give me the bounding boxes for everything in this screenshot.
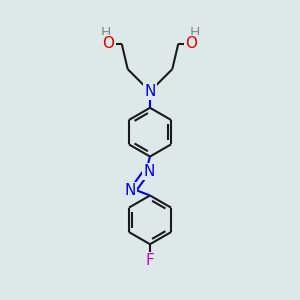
Text: N: N <box>144 84 156 99</box>
Text: H: H <box>100 26 111 40</box>
Text: O: O <box>186 36 198 51</box>
Text: N: N <box>124 183 136 198</box>
Text: F: F <box>146 253 154 268</box>
Text: H: H <box>189 26 200 40</box>
Text: N: N <box>143 164 155 179</box>
Text: O: O <box>102 36 114 51</box>
